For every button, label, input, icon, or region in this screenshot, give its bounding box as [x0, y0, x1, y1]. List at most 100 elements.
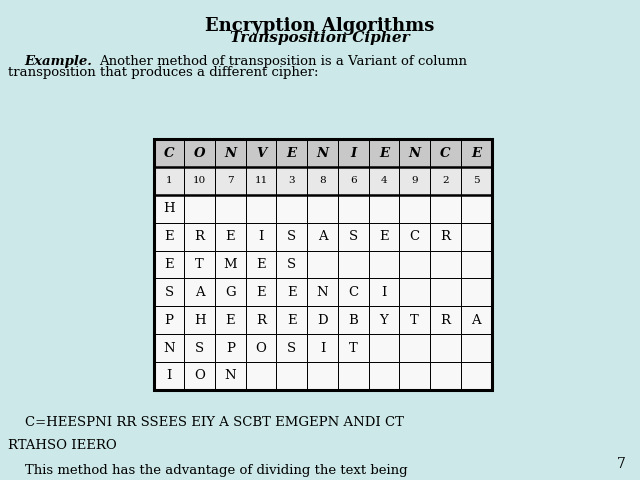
Text: O: O — [256, 341, 266, 355]
Text: C: C — [440, 146, 451, 160]
Bar — [338, 223, 369, 251]
Text: D: D — [317, 313, 328, 327]
Bar — [399, 278, 430, 306]
Text: T: T — [195, 258, 204, 271]
Text: C: C — [410, 230, 420, 243]
Text: 5: 5 — [473, 177, 479, 185]
Text: C: C — [164, 146, 174, 160]
Bar — [338, 362, 369, 390]
Bar — [430, 251, 461, 278]
Bar — [184, 251, 215, 278]
Text: This method has the advantage of dividing the text being: This method has the advantage of dividin… — [8, 464, 407, 477]
Bar — [369, 195, 399, 223]
Bar — [461, 167, 492, 195]
Text: 3: 3 — [289, 177, 295, 185]
Text: 11: 11 — [255, 177, 268, 185]
Bar — [154, 278, 184, 306]
Bar — [307, 251, 338, 278]
Text: I: I — [381, 286, 387, 299]
Text: 2: 2 — [442, 177, 449, 185]
Bar — [430, 223, 461, 251]
Bar — [369, 334, 399, 362]
Text: 10: 10 — [193, 177, 206, 185]
Bar — [338, 167, 369, 195]
Text: 1: 1 — [166, 177, 172, 185]
Bar — [154, 195, 184, 223]
Text: E: E — [225, 313, 236, 327]
Bar — [307, 195, 338, 223]
Text: C=HEESPNI RR SSEES EIY A SCBT EMGEPN ANDI CT: C=HEESPNI RR SSEES EIY A SCBT EMGEPN AND… — [8, 416, 404, 429]
Bar — [399, 167, 430, 195]
Text: S: S — [195, 341, 204, 355]
Bar — [154, 139, 492, 390]
Text: I: I — [350, 146, 356, 160]
Text: P: P — [164, 313, 173, 327]
Bar — [461, 334, 492, 362]
Text: N: N — [317, 146, 328, 160]
Bar — [276, 139, 307, 167]
Bar — [184, 167, 215, 195]
Bar — [246, 195, 276, 223]
Bar — [338, 195, 369, 223]
Bar — [338, 251, 369, 278]
Bar — [399, 195, 430, 223]
Bar — [399, 362, 430, 390]
Bar — [430, 278, 461, 306]
Text: E: E — [225, 230, 236, 243]
Text: T: T — [410, 313, 419, 327]
Bar — [215, 167, 246, 195]
Text: N: N — [225, 369, 236, 383]
Text: I: I — [320, 341, 325, 355]
Text: R: R — [440, 313, 451, 327]
Text: 9: 9 — [412, 177, 418, 185]
Bar — [276, 195, 307, 223]
Bar — [184, 278, 215, 306]
Bar — [461, 223, 492, 251]
Text: R: R — [195, 230, 205, 243]
Text: E: E — [287, 146, 297, 160]
Text: E: E — [256, 286, 266, 299]
Bar — [154, 362, 184, 390]
Bar — [430, 306, 461, 334]
Text: N: N — [163, 341, 175, 355]
Text: 7: 7 — [617, 457, 626, 471]
Text: E: E — [164, 258, 174, 271]
Bar — [184, 334, 215, 362]
Bar — [399, 251, 430, 278]
Bar — [154, 251, 184, 278]
Text: E: E — [256, 258, 266, 271]
Bar — [461, 251, 492, 278]
Text: 7: 7 — [227, 177, 234, 185]
Bar — [338, 278, 369, 306]
Text: M: M — [223, 258, 237, 271]
Text: C: C — [348, 286, 358, 299]
Text: 4: 4 — [381, 177, 387, 185]
Bar — [369, 167, 399, 195]
Bar — [215, 223, 246, 251]
Bar — [461, 306, 492, 334]
Text: S: S — [349, 230, 358, 243]
Text: E: E — [287, 286, 297, 299]
Bar — [399, 139, 430, 167]
Text: 6: 6 — [350, 177, 356, 185]
Bar — [369, 306, 399, 334]
Bar — [184, 195, 215, 223]
Bar — [215, 251, 246, 278]
Bar — [215, 362, 246, 390]
Bar — [154, 306, 184, 334]
Text: N: N — [409, 146, 420, 160]
Bar — [430, 195, 461, 223]
Text: I: I — [166, 369, 172, 383]
Bar — [399, 334, 430, 362]
Bar — [215, 195, 246, 223]
Bar — [461, 278, 492, 306]
Text: I: I — [259, 230, 264, 243]
Text: Transposition Cipher: Transposition Cipher — [230, 31, 410, 45]
Bar — [246, 362, 276, 390]
Bar — [369, 251, 399, 278]
Text: RTAHSO IEERO: RTAHSO IEERO — [8, 439, 116, 452]
Bar — [184, 362, 215, 390]
Text: P: P — [226, 341, 235, 355]
Bar — [307, 223, 338, 251]
Text: Another method of transposition is a Variant of column: Another method of transposition is a Var… — [99, 55, 467, 68]
